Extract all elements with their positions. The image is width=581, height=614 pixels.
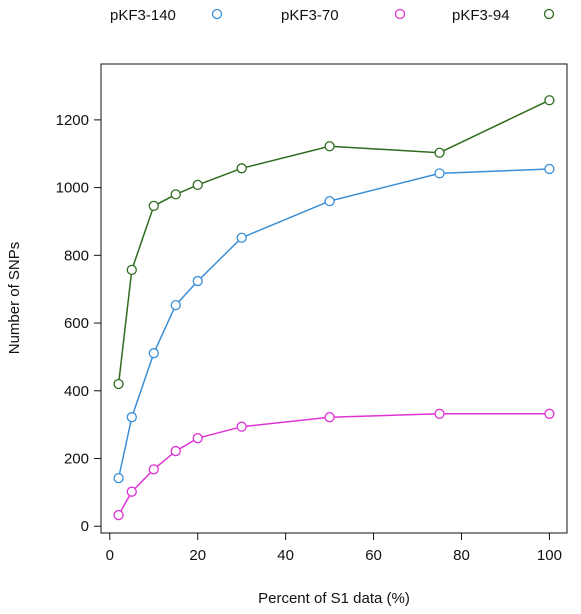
data-point-pKF3-70 xyxy=(148,464,159,475)
plot-frame xyxy=(100,63,568,534)
legend-marker xyxy=(394,8,406,20)
legend: pKF3-140 pKF3-70 pKF3-94 xyxy=(110,7,555,24)
data-point-pKF3-70 xyxy=(126,486,137,497)
x-tick-label: 40 xyxy=(277,547,294,564)
y-tick-label: 200 xyxy=(64,451,89,468)
x-tick-label: 100 xyxy=(537,547,562,564)
data-point-pKF3-70 xyxy=(236,421,247,432)
series-line-pKF3-140 xyxy=(117,168,550,479)
data-point-pKF3-70 xyxy=(113,509,124,521)
data-point-pKF3-140 xyxy=(148,348,159,359)
y-tick-label: 800 xyxy=(64,247,89,264)
data-point-pKF3-140 xyxy=(544,163,555,175)
data-point-pKF3-70 xyxy=(544,408,555,419)
y-axis: 0 200 400 600 800 1000 1200 xyxy=(56,112,101,535)
y-tick-label: 600 xyxy=(64,315,89,332)
y-tick-label: 1000 xyxy=(56,180,89,197)
data-point-pKF3-94 xyxy=(544,95,555,106)
data-point-pKF3-94 xyxy=(148,200,159,212)
data-point-pKF3-94 xyxy=(434,147,445,158)
data-point-pKF3-70 xyxy=(324,412,335,423)
series-line-pKF3-94 xyxy=(117,99,550,385)
data-point-pKF3-94 xyxy=(113,378,124,390)
data-point-pKF3-70 xyxy=(434,408,445,419)
x-axis-title: Percent of S1 data (%) xyxy=(258,590,410,607)
data-point-pKF3-94 xyxy=(192,179,203,191)
series-line-pKF3-70 xyxy=(117,413,550,516)
x-tick-label: 20 xyxy=(189,547,206,564)
data-point-pKF3-94 xyxy=(236,163,247,174)
data-point-pKF3-94 xyxy=(170,189,181,200)
data-point-pKF3-140 xyxy=(434,168,445,179)
legend-label: pKF3-140 xyxy=(110,7,176,24)
data-point-pKF3-140 xyxy=(113,472,124,484)
data-point-pKF3-140 xyxy=(192,275,203,287)
data-point-pKF3-140 xyxy=(126,412,137,423)
y-tick-label: 400 xyxy=(64,383,89,400)
series-layer xyxy=(113,95,555,521)
data-point-pKF3-140 xyxy=(324,195,335,207)
data-point-pKF3-94 xyxy=(324,141,335,152)
legend-marker xyxy=(543,8,555,20)
data-point-pKF3-94 xyxy=(126,264,137,276)
data-point-pKF3-140 xyxy=(170,299,181,311)
x-axis: 0 20 40 60 80 100 xyxy=(106,533,562,564)
legend-label: pKF3-70 xyxy=(281,7,339,24)
y-axis-title: Number of SNPs xyxy=(6,242,23,355)
y-tick-label: 0 xyxy=(81,518,89,535)
data-point-pKF3-70 xyxy=(170,445,181,457)
y-tick-label: 1200 xyxy=(56,112,89,129)
data-point-pKF3-140 xyxy=(236,232,247,243)
legend-marker xyxy=(211,8,223,20)
data-point-pKF3-70 xyxy=(192,433,203,444)
x-tick-label: 60 xyxy=(365,547,382,564)
x-tick-label: 80 xyxy=(453,547,470,564)
legend-label: pKF3-94 xyxy=(452,7,510,24)
x-tick-label: 0 xyxy=(106,547,114,564)
